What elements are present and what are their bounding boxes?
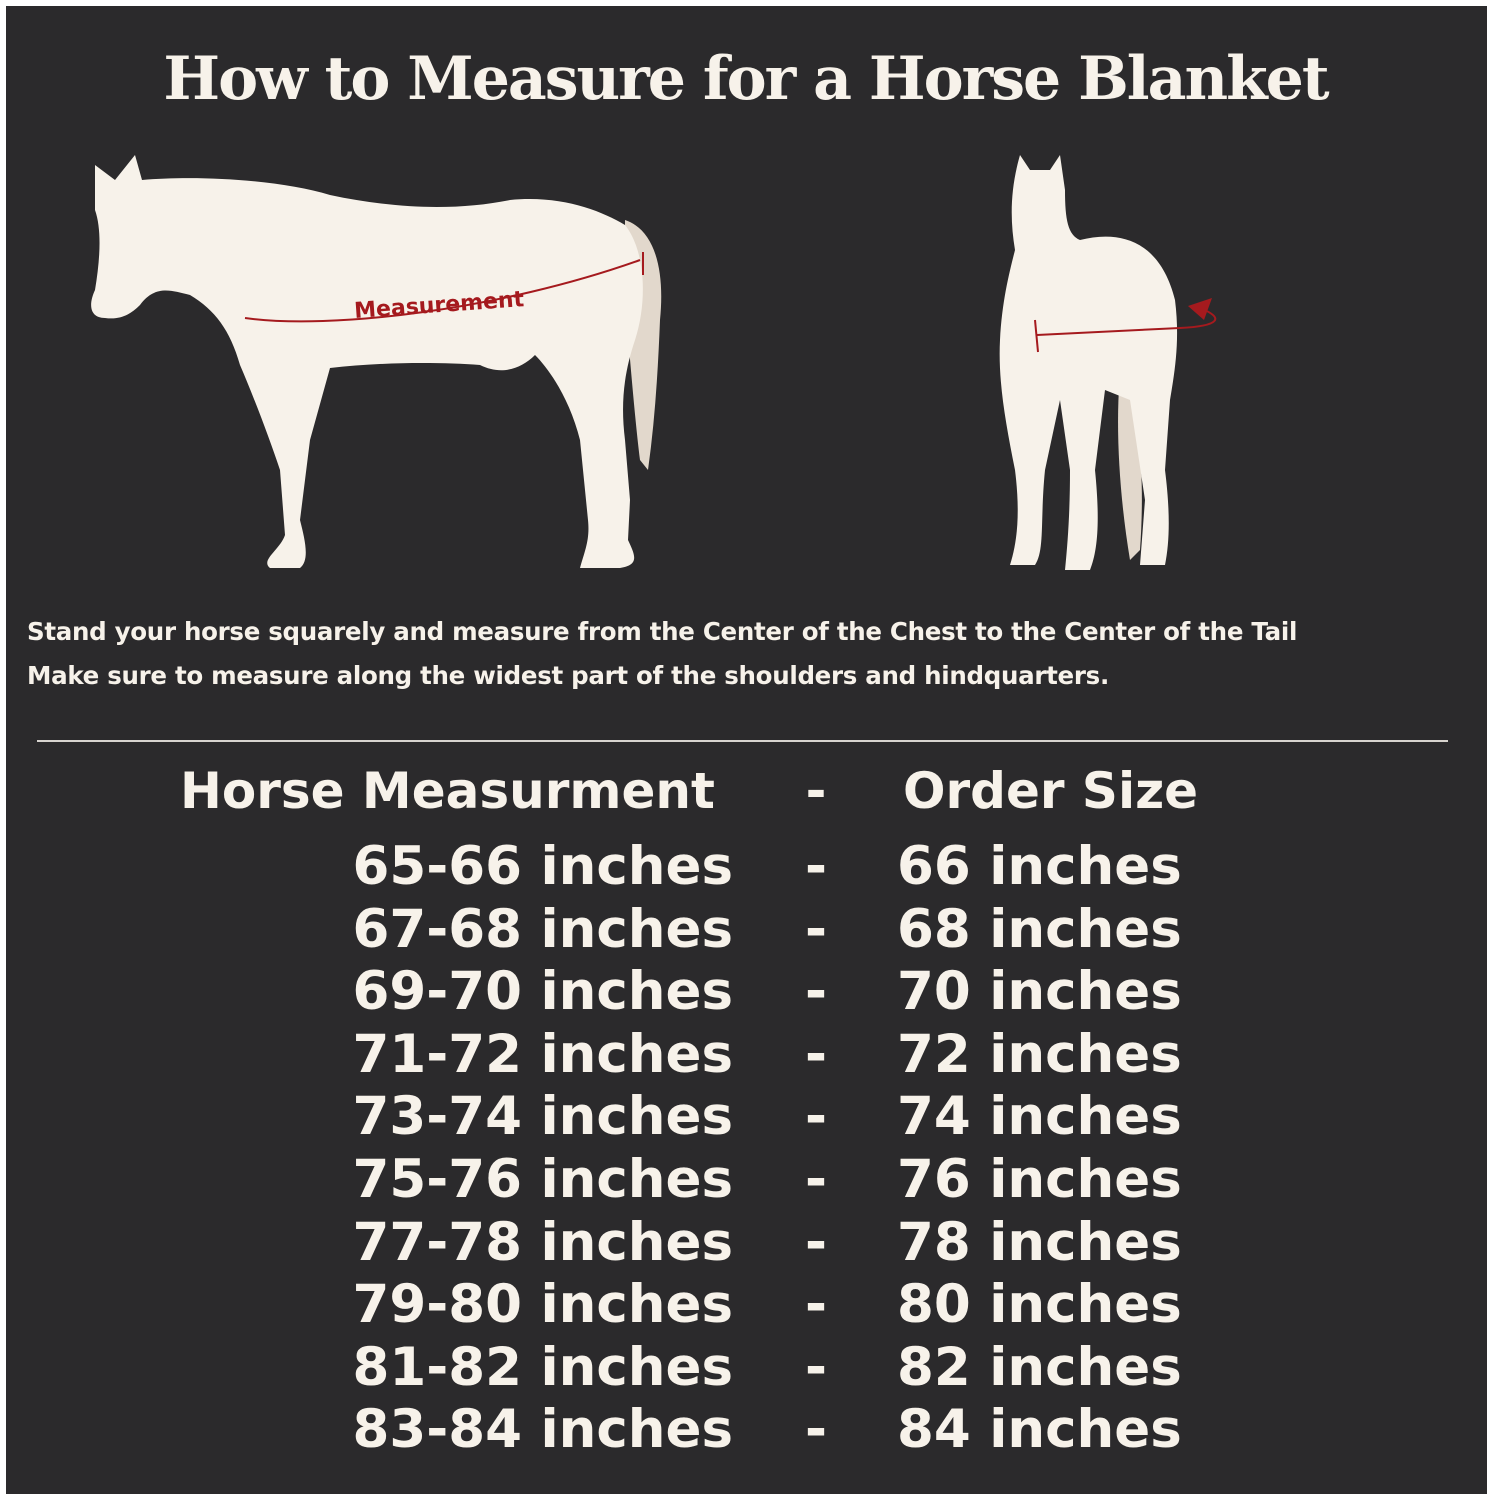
row-separator: -: [805, 1336, 827, 1398]
divider: [37, 740, 1448, 742]
horse-side-silhouette-icon: Measurement: [91, 155, 662, 568]
row-measurement: 79-80 inches: [352, 1274, 734, 1336]
row-order-size: 76 inches: [897, 1149, 1182, 1210]
row-order-size: 80 inches: [897, 1274, 1182, 1336]
row-measurement: 77-78 inches: [352, 1211, 734, 1273]
header-order-size: Order Size: [903, 762, 1199, 820]
header-separator: -: [805, 762, 827, 820]
horse-front-silhouette-icon: [999, 155, 1217, 570]
row-order-size: 82 inches: [897, 1336, 1182, 1398]
row-separator: -: [805, 1149, 827, 1210]
row-separator: -: [805, 1211, 827, 1273]
row-order-size: 68 inches: [897, 898, 1182, 960]
row-order-size: 72 inches: [897, 1023, 1182, 1085]
row-separator: -: [805, 1274, 827, 1336]
row-separator: -: [805, 1399, 827, 1461]
row-measurement: 69-70 inches: [352, 961, 734, 1023]
row-order-size: 84 inches: [897, 1399, 1182, 1461]
header-measurement: Horse Measurment: [180, 762, 715, 820]
row-order-size: 66 inches: [897, 836, 1182, 897]
row-measurement: 83-84 inches: [352, 1399, 734, 1461]
row-order-size: 74 inches: [897, 1086, 1182, 1148]
row-separator: -: [805, 1023, 827, 1085]
row-measurement: 67-68 inches: [352, 898, 734, 960]
row-measurement: 75-76 inches: [352, 1149, 734, 1210]
row-order-size: 78 inches: [897, 1211, 1182, 1273]
row-separator: -: [805, 961, 827, 1023]
row-separator: -: [805, 836, 827, 897]
row-separator: -: [805, 1086, 827, 1148]
instruction-line: Stand your horse squarely and measure fr…: [27, 617, 1298, 646]
row-order-size: 70 inches: [897, 961, 1182, 1023]
row-measurement: 81-82 inches: [352, 1336, 734, 1398]
row-separator: -: [805, 898, 827, 960]
row-measurement: 65-66 inches: [352, 836, 734, 897]
page-title: How to Measure for a Horse Blanket: [163, 44, 1329, 114]
row-measurement: 73-74 inches: [352, 1086, 734, 1148]
row-measurement: 71-72 inches: [352, 1023, 734, 1085]
instruction-line: Make sure to measure along the widest pa…: [27, 661, 1109, 690]
